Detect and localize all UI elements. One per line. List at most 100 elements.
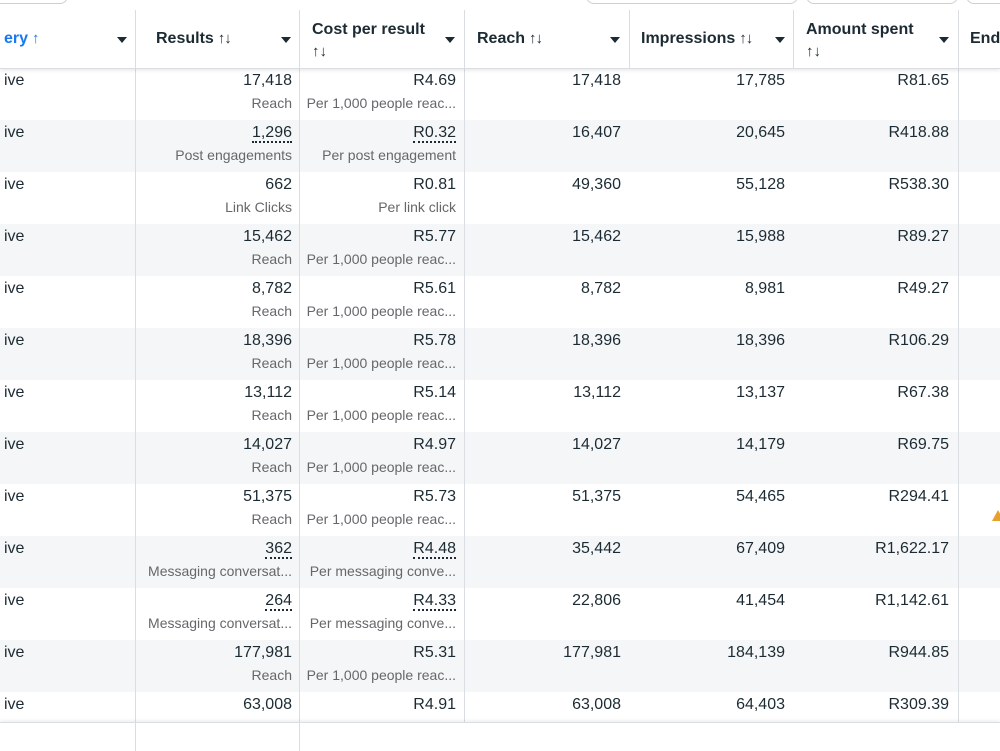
cost-per-result-value: R5.31	[413, 644, 456, 661]
column-label: End	[970, 30, 1000, 47]
column-header-reach[interactable]: Reach ↑↓	[465, 10, 630, 68]
sort-icon: ↑↓	[312, 43, 327, 60]
column-header-results[interactable]: Results ↑↓	[136, 10, 300, 68]
delivery-cell: ive	[4, 540, 25, 557]
impressions-value: 18,396	[736, 332, 785, 349]
delivery-cell: ive	[4, 488, 25, 505]
results-type-label: Reach	[251, 459, 292, 475]
cost-per-result-type-label: Per 1,000 people reac...	[306, 251, 456, 267]
chevron-down-icon[interactable]	[281, 37, 291, 43]
column-label: ery	[4, 30, 29, 47]
column-label: Amount spent	[806, 21, 914, 38]
cost-per-result-type-label: Per 1,000 people reac...	[306, 303, 456, 319]
results-value: 14,027	[243, 436, 292, 453]
cost-per-result-type-label: Per 1,000 people reac...	[306, 95, 456, 111]
table-row[interactable]: ive 18,396 Reach R5.78 Per 1,000 people reac…	[0, 328, 1000, 380]
chevron-down-icon[interactable]	[117, 37, 127, 43]
reach-value: 177,981	[563, 644, 621, 661]
reach-value: 17,418	[572, 72, 621, 89]
toolbar-control[interactable]	[966, 0, 1000, 4]
table-row[interactable]: ive 1,296 Post engagements R0.32 Per post en…	[0, 120, 1000, 172]
chevron-down-icon[interactable]	[939, 37, 949, 43]
cost-per-result-value[interactable]: R4.33	[413, 592, 456, 611]
results-value: 18,396	[243, 332, 292, 349]
reach-value: 14,027	[572, 436, 621, 453]
table-header: ery ↑ Results ↑↓ Cost per result ↑↓ Reach ↑…	[0, 10, 1000, 69]
results-type-label: Reach	[251, 95, 292, 111]
results-value: 177,981	[234, 644, 292, 661]
cost-per-result-value[interactable]: R4.48	[413, 540, 456, 559]
reach-value: 49,360	[572, 176, 621, 193]
toolbar-control[interactable]	[806, 0, 958, 4]
results-value[interactable]: 1,296	[251, 124, 292, 143]
table-row[interactable]: ive 51,375 Reach R5.73 Per 1,000 people reac…	[0, 484, 1000, 536]
cost-per-result-type-label: Per 1,000 people reac...	[306, 459, 456, 475]
impressions-value: 8,981	[744, 280, 785, 297]
reach-value: 16,407	[572, 124, 621, 141]
amount-spent-value: R106.29	[888, 332, 950, 349]
amount-spent-value: R89.27	[897, 228, 949, 245]
cost-per-result-value: R4.69	[413, 72, 456, 89]
table-row[interactable]: ive 15,462 Reach R5.77 Per 1,000 people reac…	[0, 224, 1000, 276]
amount-spent-value: R1,622.17	[875, 540, 949, 557]
impressions-value: 14,179	[736, 436, 785, 453]
results-value: 63,008	[243, 696, 292, 713]
chevron-down-icon[interactable]	[610, 37, 620, 43]
toolbar-control[interactable]	[586, 0, 798, 4]
sort-icon: ↑↓	[739, 30, 753, 47]
delivery-cell: ive	[4, 384, 25, 401]
table-row[interactable]: ive 63,008 Reach R4.91 Per 1,000 people reac…	[0, 692, 1000, 722]
table-footer	[0, 722, 1000, 751]
cost-per-result-type-label: Per link click	[378, 199, 456, 215]
column-header-impressions[interactable]: Impressions ↑↓	[630, 10, 794, 68]
table-row[interactable]: ive 13,112 Reach R5.14 Per 1,000 people reac…	[0, 380, 1000, 432]
cost-per-result-type-label: Per messaging conve...	[309, 563, 456, 579]
cost-per-result-value[interactable]: R0.32	[413, 124, 456, 143]
column-label: Impressions	[641, 30, 736, 47]
table-row[interactable]: ive 17,418 Reach R4.69 Per 1,000 people reac…	[0, 68, 1000, 120]
column-header-amount-spent[interactable]: Amount spent ↑↓	[794, 10, 959, 68]
column-header-ends[interactable]: End	[959, 10, 1000, 68]
table-row[interactable]: ive 14,027 Reach R4.97 Per 1,000 people reac…	[0, 432, 1000, 484]
results-type-label: Reach	[251, 303, 292, 319]
amount-spent-value: R67.38	[897, 384, 949, 401]
results-value: 13,112	[244, 384, 292, 401]
impressions-value: 54,465	[736, 488, 785, 505]
reach-value: 63,008	[572, 696, 621, 713]
results-value: 662	[265, 176, 292, 193]
results-type-label: Reach	[251, 667, 292, 683]
table-row[interactable]: ive 264 Messaging conversat... R4.33 Per mes…	[0, 588, 1000, 640]
table-row[interactable]: ive 362 Messaging conversat... R4.48 Per mes…	[0, 536, 1000, 588]
amount-spent-value: R309.39	[888, 696, 950, 713]
table-row[interactable]: ive 662 Link Clicks R0.81 Per link click 49,3…	[0, 172, 1000, 224]
reach-value: 15,462	[572, 228, 621, 245]
cost-per-result-value: R0.81	[413, 176, 456, 193]
cost-per-result-value: R4.97	[413, 436, 456, 453]
cost-per-result-value: R5.73	[413, 488, 456, 505]
warning-icon[interactable]	[992, 510, 1000, 521]
amount-spent-value: R69.75	[897, 436, 949, 453]
results-value[interactable]: 362	[265, 540, 292, 559]
impressions-value: 64,403	[736, 696, 785, 713]
delivery-cell: ive	[4, 228, 25, 245]
results-value[interactable]: 264	[265, 592, 292, 611]
table-row[interactable]: ive 177,981 Reach R5.31 Per 1,000 people rea…	[0, 640, 1000, 692]
impressions-value: 20,645	[736, 124, 785, 141]
sort-icon: ↑↓	[529, 30, 543, 47]
impressions-value: 15,988	[736, 228, 785, 245]
reach-value: 13,112	[573, 384, 621, 401]
chevron-down-icon[interactable]	[445, 37, 455, 43]
chevron-down-icon[interactable]	[775, 37, 785, 43]
column-header-delivery[interactable]: ery ↑	[0, 10, 136, 68]
results-type-label: Reach	[251, 355, 292, 371]
reach-value: 18,396	[572, 332, 621, 349]
amount-spent-value: R1,142.61	[875, 592, 949, 609]
toolbar-control[interactable]	[0, 0, 68, 4]
table-row[interactable]: ive 8,782 Reach R5.61 Per 1,000 people reac.…	[0, 276, 1000, 328]
delivery-cell: ive	[4, 176, 25, 193]
impressions-value: 41,454	[736, 592, 785, 609]
cost-per-result-type-label: Per 1,000 people reac...	[306, 667, 456, 683]
column-header-cost-per-result[interactable]: Cost per result ↑↓	[300, 10, 465, 68]
results-type-label: Messaging conversat...	[148, 563, 292, 579]
results-type-label: Post engagements	[175, 147, 292, 163]
